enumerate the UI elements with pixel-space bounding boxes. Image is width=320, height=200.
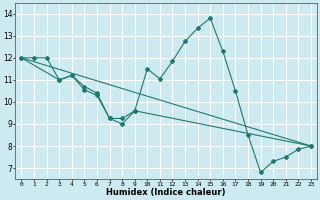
X-axis label: Humidex (Indice chaleur): Humidex (Indice chaleur) bbox=[107, 188, 226, 197]
